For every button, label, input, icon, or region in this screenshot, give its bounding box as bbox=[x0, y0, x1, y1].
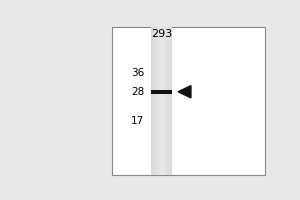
Bar bbox=[154, 27, 155, 175]
Bar bbox=[152, 90, 172, 94]
Text: 17: 17 bbox=[131, 116, 145, 126]
Bar bbox=[167, 27, 168, 175]
Bar bbox=[169, 27, 170, 175]
Bar bbox=[163, 27, 164, 175]
Bar bbox=[160, 27, 161, 175]
Text: 293: 293 bbox=[151, 29, 172, 39]
Bar bbox=[165, 27, 166, 175]
Bar bbox=[171, 27, 172, 175]
Bar bbox=[157, 27, 158, 175]
FancyBboxPatch shape bbox=[112, 27, 266, 175]
Text: 28: 28 bbox=[131, 87, 145, 97]
Bar bbox=[154, 27, 155, 175]
Bar bbox=[170, 27, 171, 175]
Bar bbox=[160, 27, 161, 175]
Bar bbox=[158, 27, 159, 175]
Bar bbox=[155, 27, 156, 175]
Bar bbox=[162, 27, 163, 175]
Bar bbox=[168, 27, 169, 175]
Bar bbox=[159, 27, 160, 175]
Bar bbox=[152, 27, 153, 175]
Bar bbox=[156, 27, 157, 175]
Polygon shape bbox=[178, 86, 191, 98]
Bar bbox=[161, 27, 162, 175]
Bar bbox=[166, 27, 167, 175]
Bar bbox=[153, 27, 154, 175]
Bar bbox=[169, 27, 170, 175]
Bar bbox=[164, 27, 165, 175]
Text: 36: 36 bbox=[131, 68, 145, 78]
